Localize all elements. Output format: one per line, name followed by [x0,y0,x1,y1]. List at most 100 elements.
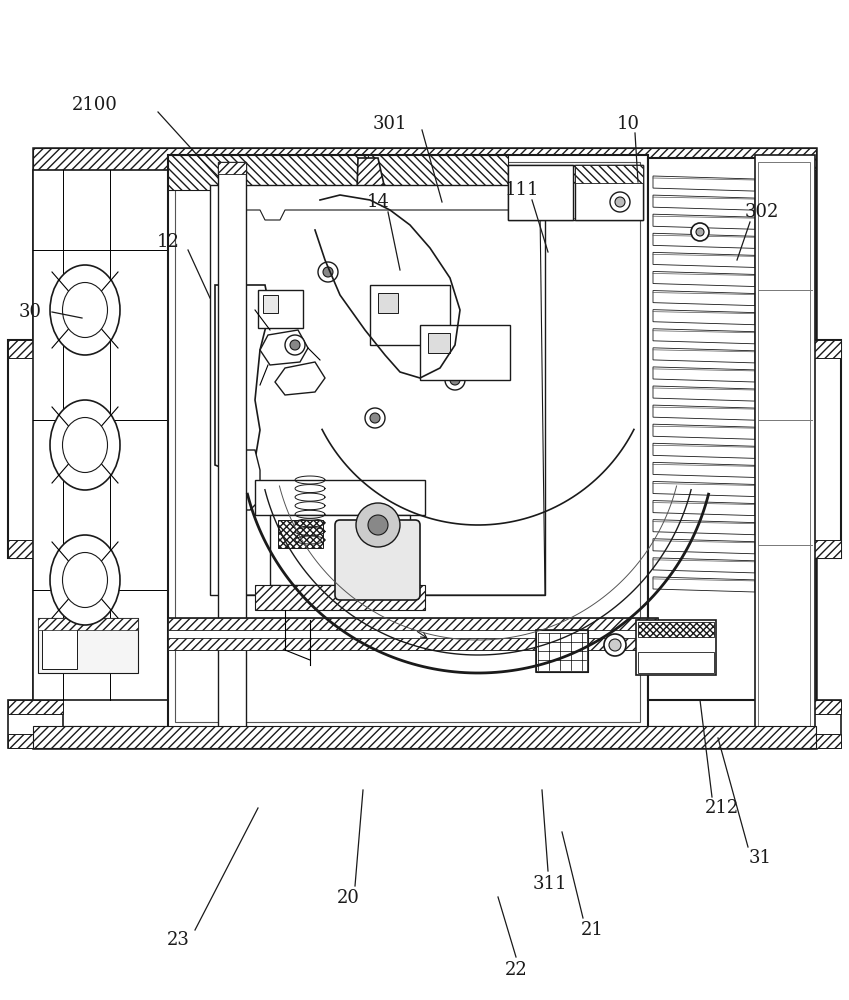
Bar [786,734,841,748]
Bar [168,155,368,190]
Circle shape [696,228,704,236]
Circle shape [368,515,388,535]
Polygon shape [653,405,755,420]
Polygon shape [653,501,755,516]
Circle shape [356,503,400,547]
Bar [255,480,425,515]
Bar [38,618,138,630]
Bar [515,183,635,218]
Bar [168,618,658,650]
Circle shape [615,197,625,207]
Polygon shape [653,329,755,344]
Bar [175,162,640,722]
Bar [428,333,450,353]
Polygon shape [653,481,755,497]
Bar [758,162,810,742]
Text: 31: 31 [749,849,772,867]
Text: 212: 212 [705,799,739,817]
Bar [255,585,425,610]
Circle shape [609,639,621,651]
Text: 302: 302 [745,203,779,221]
Polygon shape [260,330,308,365]
Bar [8,734,63,748]
Bar [786,700,841,748]
Polygon shape [653,195,755,210]
Text: 311: 311 [533,875,567,893]
Bar [210,185,545,595]
Bar [508,165,643,220]
Text: 111: 111 [505,181,539,199]
Bar [8,700,63,748]
FancyBboxPatch shape [335,520,420,600]
Text: 301: 301 [373,115,408,133]
Bar [8,340,63,358]
Circle shape [610,192,630,212]
Bar [378,293,398,313]
Polygon shape [653,577,755,592]
Ellipse shape [63,282,108,338]
Polygon shape [653,539,755,554]
Polygon shape [653,443,755,458]
Circle shape [450,375,460,385]
Circle shape [365,408,385,428]
Bar [786,540,841,558]
Bar [638,652,714,673]
Text: 2100: 2100 [72,96,118,114]
Bar [786,340,841,558]
Polygon shape [356,158,393,255]
Polygon shape [653,367,755,382]
Ellipse shape [50,265,120,355]
Text: 20: 20 [336,889,359,907]
Polygon shape [653,386,755,401]
Polygon shape [653,233,755,248]
Polygon shape [653,214,755,229]
Polygon shape [653,424,755,439]
Circle shape [418,290,438,310]
Text: 22: 22 [504,961,527,979]
Bar [508,165,573,220]
Bar [218,162,246,730]
Ellipse shape [63,552,108,607]
Circle shape [285,335,305,355]
Bar [636,620,716,675]
Polygon shape [653,176,755,191]
Circle shape [423,295,433,305]
Bar [508,165,643,183]
Polygon shape [653,462,755,477]
Polygon shape [653,348,755,363]
Circle shape [360,500,380,520]
Ellipse shape [50,535,120,625]
Circle shape [318,262,338,282]
Circle shape [691,223,709,241]
Bar [263,295,278,313]
Circle shape [604,634,626,656]
Bar [786,700,841,714]
Bar [370,285,450,345]
Circle shape [290,340,300,350]
Ellipse shape [50,400,120,490]
Polygon shape [215,285,270,475]
Text: 14: 14 [367,193,390,211]
Text: 30: 30 [19,303,42,321]
Bar [33,726,816,748]
Polygon shape [653,558,755,573]
Bar [8,700,63,714]
Text: 12: 12 [156,233,179,251]
Bar [42,622,77,669]
Bar [38,618,138,673]
Bar [270,515,410,585]
Bar [340,520,385,548]
Bar [755,155,815,745]
Bar [786,340,841,358]
Bar [575,165,643,220]
Bar [536,630,588,672]
Bar [638,622,714,637]
Circle shape [369,234,381,246]
Circle shape [365,505,375,515]
Bar [168,638,658,650]
Polygon shape [275,362,325,395]
Bar [575,165,643,183]
Bar [420,325,510,380]
Bar [368,155,508,190]
Bar [33,148,816,170]
